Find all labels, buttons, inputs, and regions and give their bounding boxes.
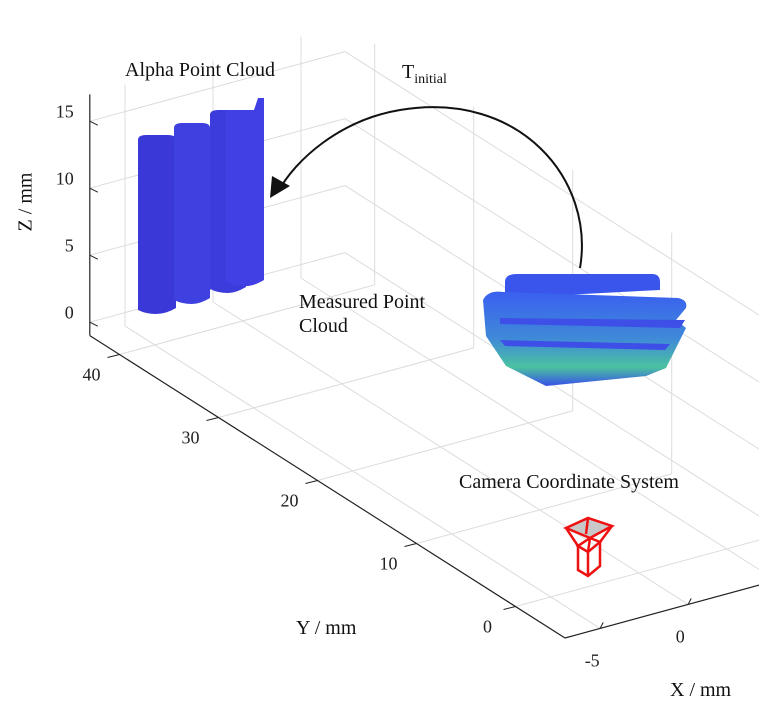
z-tick — [89, 187, 99, 193]
y-tick — [206, 417, 219, 421]
y-tick — [404, 543, 417, 547]
measured-point-cloud — [483, 274, 687, 386]
grid-line — [317, 410, 573, 481]
y-tick — [503, 606, 516, 610]
y-tick-label: 10 — [380, 554, 398, 574]
grid-line — [218, 347, 474, 418]
z-tick-label: 10 — [56, 168, 74, 188]
annotation-subscript: initial — [414, 72, 447, 87]
x-tick — [599, 622, 604, 629]
annotation: Tinitial — [402, 60, 447, 92]
y-tick — [305, 480, 318, 484]
grid-line — [212, 301, 689, 605]
x-tick — [687, 598, 692, 605]
grid-line — [344, 118, 759, 383]
grid-line — [344, 51, 759, 316]
grid-line — [89, 51, 346, 122]
z-tick — [89, 254, 99, 260]
y-tick-label: 20 — [281, 491, 299, 511]
grid-line — [344, 252, 759, 517]
x-tick-label: -5 — [585, 651, 600, 671]
annotation: Measured Point Cloud — [299, 291, 426, 337]
z-tick — [89, 321, 99, 327]
annotation-base: T — [402, 61, 415, 83]
z-tick-label: 5 — [65, 235, 74, 255]
y-axis-line — [89, 335, 566, 639]
transform-arrow — [277, 106, 583, 269]
annotation: Camera Coordinate System — [459, 471, 679, 493]
z-axis-title: Z / mm — [14, 172, 37, 232]
y-axis-title: Y / mm — [296, 617, 357, 639]
grid-line — [119, 284, 375, 355]
y-tick — [107, 354, 120, 358]
camera — [562, 516, 616, 578]
y-tick-label: 40 — [83, 365, 101, 385]
x-axis-line — [564, 584, 759, 639]
x-axis-title: X / mm — [670, 679, 732, 701]
y-tick-label: 30 — [182, 428, 200, 448]
y-tick-label: 0 — [483, 617, 492, 637]
z-tick-label: 0 — [65, 302, 74, 322]
grid-line — [416, 473, 672, 544]
grid-line — [515, 539, 759, 607]
arrow-head — [270, 176, 290, 198]
z-tick — [89, 120, 99, 126]
annotation: Alpha Point Cloud — [125, 59, 276, 81]
alpha-point-cloud — [138, 98, 264, 314]
grid-line — [300, 277, 759, 571]
x-tick-label: 0 — [676, 627, 685, 647]
grid-line — [124, 325, 601, 629]
z-tick-label: 15 — [56, 101, 74, 121]
